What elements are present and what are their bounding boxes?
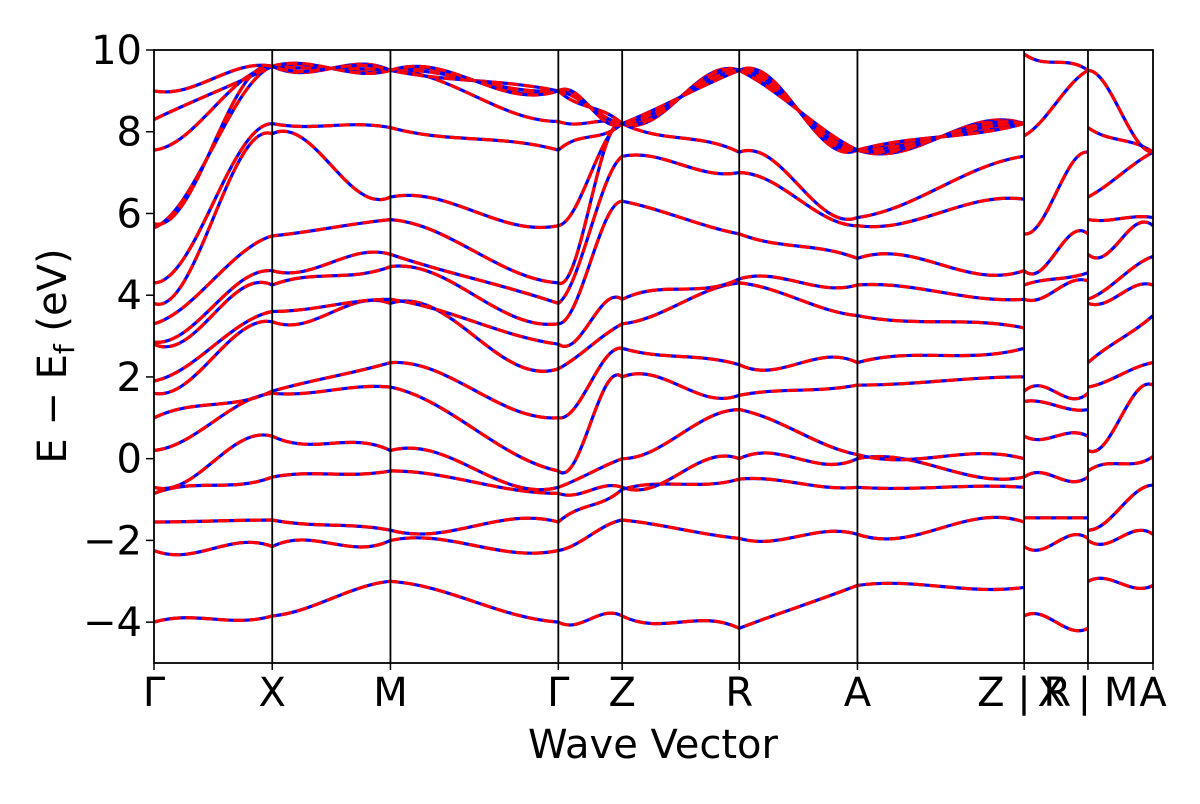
- band-line-dashed: [1023, 533, 1089, 552]
- kpath-divider-lines: [271, 50, 1089, 663]
- x-tick-label: R: [725, 670, 753, 716]
- band-line-dashed: [154, 515, 1025, 557]
- band-line-dashed: [154, 121, 1025, 326]
- x-tick-label: A: [1139, 670, 1167, 716]
- y-axis-title-subscript: f: [48, 343, 81, 354]
- band-line-dashed: [1087, 528, 1153, 546]
- band-line-dashed: [154, 199, 1025, 349]
- x-tick-label: Z: [608, 670, 635, 716]
- y-axis-title: E − Ef (eV): [30, 248, 81, 463]
- band-line-dashed: [1023, 68, 1089, 138]
- band-line-dashed: [1087, 254, 1153, 301]
- band-line-dashed: [154, 346, 1025, 420]
- band-line-dashed: [1023, 431, 1089, 442]
- x-tick-label: Γ: [143, 670, 166, 716]
- x-tick-label: X | M: [1038, 670, 1139, 716]
- band-line-dashed: [1086, 220, 1153, 260]
- band-line-dashed: [1087, 215, 1153, 223]
- band-line-dashed: [154, 407, 1025, 492]
- y-tick-label: −2: [83, 518, 142, 564]
- band-line-dashed: [1087, 68, 1153, 154]
- band-line-dashed: [1087, 576, 1153, 591]
- x-tick-label: Z | R: [977, 670, 1071, 716]
- bands-layer: [154, 52, 1153, 633]
- x-tick-label: M: [373, 670, 408, 716]
- band-line-dashed: [154, 61, 1025, 152]
- band-line-dashed: [1023, 52, 1089, 72]
- y-axis-ticks: −4 −2 0 2 4 6 8 10: [83, 28, 154, 646]
- band-line-dashed: [154, 372, 1025, 475]
- band-line-dashed: [1087, 361, 1153, 389]
- band-line-dashed: [1023, 612, 1089, 633]
- band-line-solid: [154, 274, 1025, 383]
- plot-frame: [153, 49, 1154, 664]
- x-tick-label: Γ: [547, 670, 570, 716]
- band-line-dashed: [1023, 150, 1089, 236]
- band-line-dashed: [154, 451, 1025, 497]
- x-axis-title: Wave Vector: [528, 722, 779, 768]
- y-tick-label: 10: [91, 28, 142, 74]
- band-line-solid: [154, 153, 1025, 344]
- y-tick-label: 4: [117, 273, 142, 319]
- y-tick-label: −4: [83, 600, 142, 646]
- band-line-dashed: [154, 62, 1025, 230]
- band-line-dashed: [1087, 382, 1153, 454]
- band-line-solid: [154, 407, 1025, 492]
- band-line-dashed: [154, 274, 1025, 383]
- band-line-dashed: [1023, 229, 1090, 276]
- band-line-dashed: [1087, 150, 1153, 199]
- band-line-solid: [154, 281, 1025, 396]
- band-line-dashed: [1023, 271, 1089, 287]
- y-tick-label: 0: [117, 437, 142, 483]
- band-line-dashed: [154, 281, 1025, 396]
- y-tick-label: 2: [117, 355, 142, 401]
- band-line-dashed: [154, 63, 1025, 154]
- band-line-dashed: [1023, 384, 1090, 401]
- y-tick-label: 6: [117, 191, 142, 237]
- band-line-dashed: [154, 153, 1025, 344]
- band-line-dashed: [1086, 314, 1153, 364]
- band-line-dashed: [1023, 278, 1089, 303]
- x-tick-label: X: [259, 670, 286, 716]
- band-line-dashed: [1023, 399, 1089, 412]
- band-line-dashed: [1023, 470, 1089, 484]
- y-tick-label: 8: [117, 110, 142, 156]
- band-line-dashed: [1087, 483, 1153, 532]
- band-line-dashed: [1087, 126, 1153, 154]
- x-tick-label: A: [844, 670, 872, 716]
- band-line-solid: [154, 63, 1025, 154]
- band-line-solid: [154, 579, 1025, 631]
- band-line-solid: [1023, 68, 1089, 138]
- band-line-dashed: [1087, 455, 1153, 473]
- band-line-dashed: [1087, 282, 1153, 307]
